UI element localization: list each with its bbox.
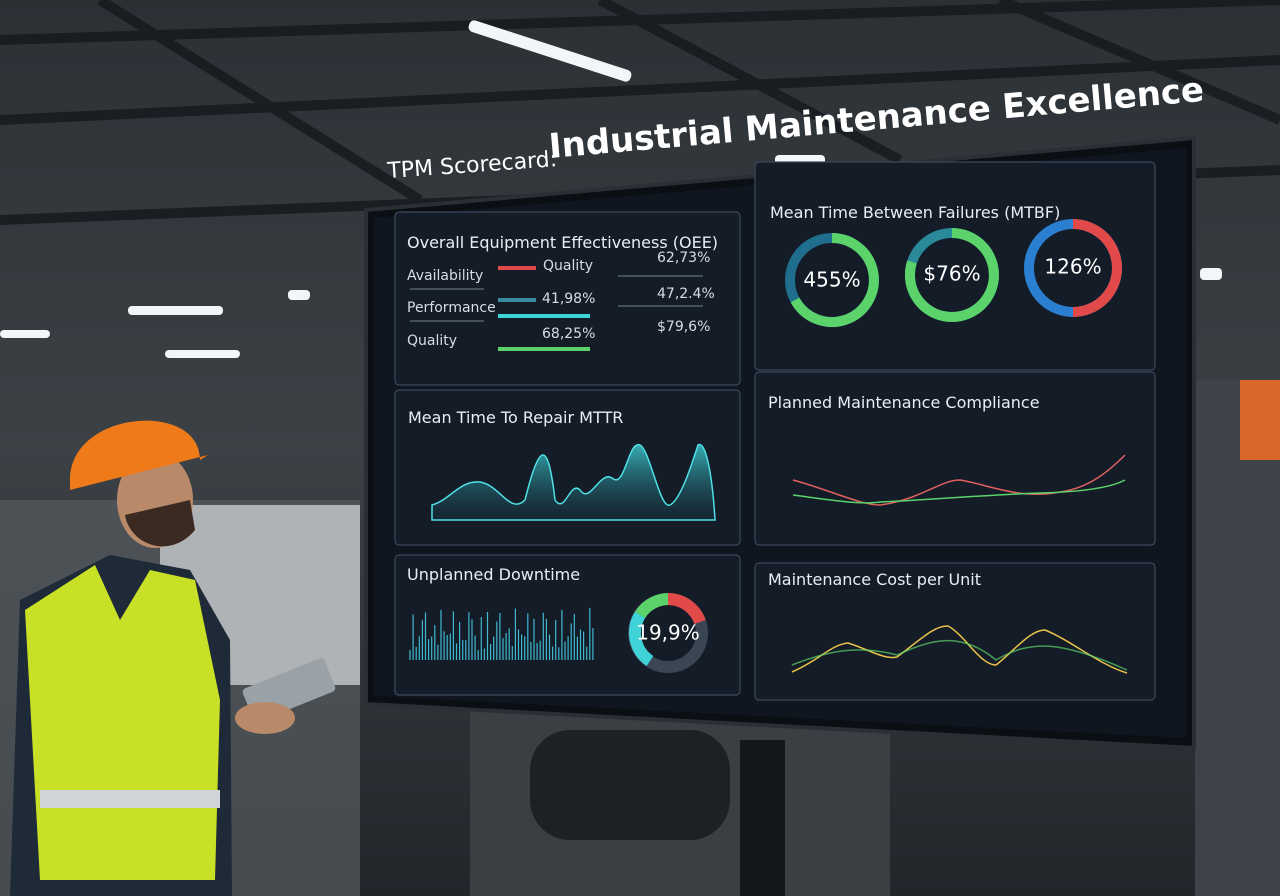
panel-title: Mean Time To Repair MTTR <box>408 408 623 427</box>
monitor-stand <box>740 740 785 896</box>
gauge-label: 126% <box>1044 255 1101 279</box>
value-label: 68,25% <box>542 326 595 342</box>
mttr-area <box>431 443 716 521</box>
worker <box>10 420 336 896</box>
value-label: $79,6% <box>657 319 710 335</box>
panel-title: Mean Time Between Failures (MTBF) <box>770 203 1060 222</box>
panel-title: Unplanned Downtime <box>407 565 580 584</box>
panel-title: Overall Equipment Effectiveness (OEE) <box>407 233 718 252</box>
ceiling-lights <box>0 20 1222 358</box>
cost-lines <box>791 625 1128 674</box>
value-label: 41,98% <box>542 291 595 307</box>
gauge-label: $76% <box>923 262 980 286</box>
gauge-label: 455% <box>803 268 860 292</box>
value-label: 62,73% <box>657 250 710 266</box>
oee-panel <box>394 211 741 386</box>
mtbf-gauges <box>785 219 1122 327</box>
pmc-panel <box>754 371 1156 546</box>
row-label: Quality <box>407 333 457 349</box>
oee-bars <box>410 266 703 351</box>
panel-title: Maintenance Cost per Unit <box>768 570 981 589</box>
downtime-gauge <box>628 593 708 673</box>
pmc-lines <box>792 454 1126 506</box>
row-label: Performance <box>407 300 496 316</box>
panel-title: Planned Maintenance Compliance <box>768 393 1040 412</box>
gauge-label: 19,9% <box>636 621 700 645</box>
row-label: Availability <box>407 268 483 284</box>
value-label: 47,2.4% <box>657 286 715 302</box>
downtime-bars <box>409 607 594 660</box>
legend-label: Quality <box>543 258 593 274</box>
